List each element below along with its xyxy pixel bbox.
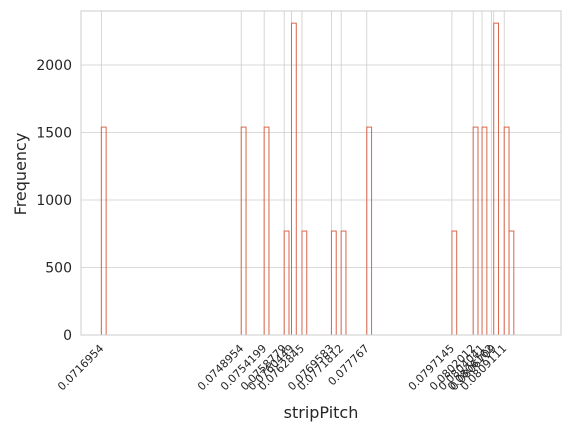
histogram-bar: [330, 230, 337, 336]
plot-frame: [80, 10, 562, 336]
y-tick-label: 1000: [36, 193, 72, 209]
histogram-bar: [472, 126, 479, 336]
histogram-bar: [493, 22, 500, 336]
histogram-bar: [508, 230, 515, 336]
y-tick-label: 1500: [36, 126, 72, 142]
y-tick-label: 2000: [36, 58, 72, 74]
histogram-bar: [290, 22, 297, 336]
x-tick-labels: 0.0716954 0.07489540.07541990.07587790.07…: [55, 342, 509, 393]
y-tick-label: 0: [63, 328, 72, 344]
histogram-bar: [503, 126, 510, 336]
y-axis-label: Frequency: [11, 133, 30, 216]
histogram-bar: [240, 126, 247, 336]
x-axis-label: stripPitch: [284, 403, 359, 422]
x-tick-label: 0.0716954: [55, 342, 106, 393]
histogram-bar: [263, 126, 270, 336]
histogram-bar: [340, 230, 347, 336]
y-tick-labels: 0 500 1000 1500 2000: [36, 58, 72, 344]
histogram-bar: [366, 126, 373, 336]
grid-lines: [81, 11, 561, 336]
y-tick-label: 500: [45, 261, 72, 277]
histogram-bar: [451, 230, 458, 336]
histogram-bar: [283, 230, 290, 336]
histogram-bar: [481, 126, 488, 336]
histogram-bar: [301, 230, 308, 336]
histogram-bar: [100, 126, 107, 336]
